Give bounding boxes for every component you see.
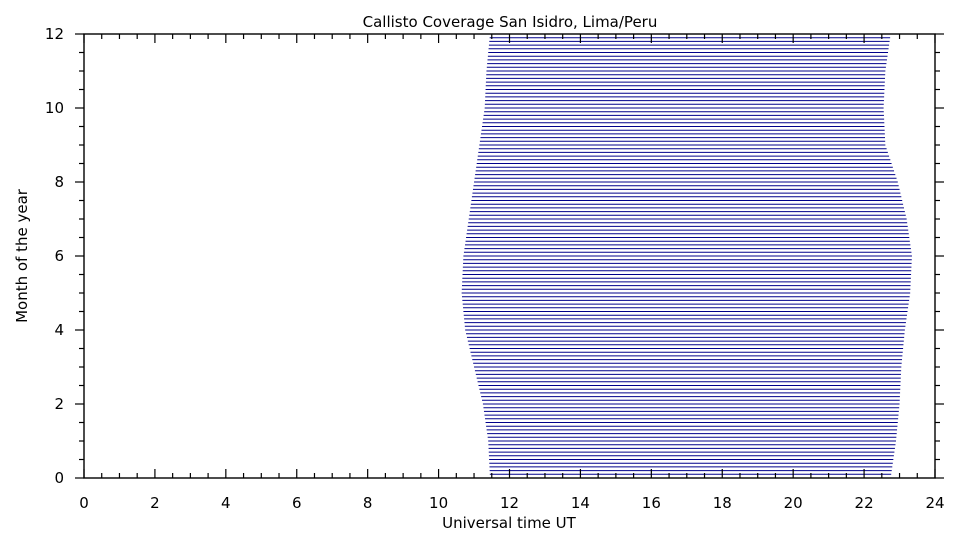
x-tick-label: 12 <box>500 494 519 512</box>
x-tick-label: 2 <box>150 494 160 512</box>
x-tick-label: 24 <box>925 494 944 512</box>
x-tick-label: 14 <box>571 494 590 512</box>
y-tick-label: 0 <box>54 469 64 487</box>
coverage-lines <box>461 33 912 479</box>
x-tick-label: 16 <box>642 494 661 512</box>
x-tick-label: 22 <box>855 494 874 512</box>
y-axis-label: Month of the year <box>13 188 31 323</box>
axis-ticks <box>75 33 944 479</box>
x-tick-label: 20 <box>784 494 803 512</box>
x-tick-label: 4 <box>221 494 231 512</box>
x-tick-label: 18 <box>713 494 732 512</box>
x-tick-label: 8 <box>363 494 373 512</box>
y-tick-label: 4 <box>54 321 64 339</box>
chart-title: Callisto Coverage San Isidro, Lima/Peru <box>363 13 658 31</box>
x-axis-label: Universal time UT <box>442 514 577 532</box>
y-tick-label: 8 <box>54 173 64 191</box>
x-tick-label: 6 <box>292 494 302 512</box>
x-tick-label: 0 <box>79 494 89 512</box>
y-tick-label: 2 <box>54 395 64 413</box>
y-tick-label: 6 <box>54 247 64 265</box>
y-tick-label: 10 <box>45 99 64 117</box>
y-tick-label: 12 <box>45 25 64 43</box>
x-tick-label: 10 <box>429 494 448 512</box>
